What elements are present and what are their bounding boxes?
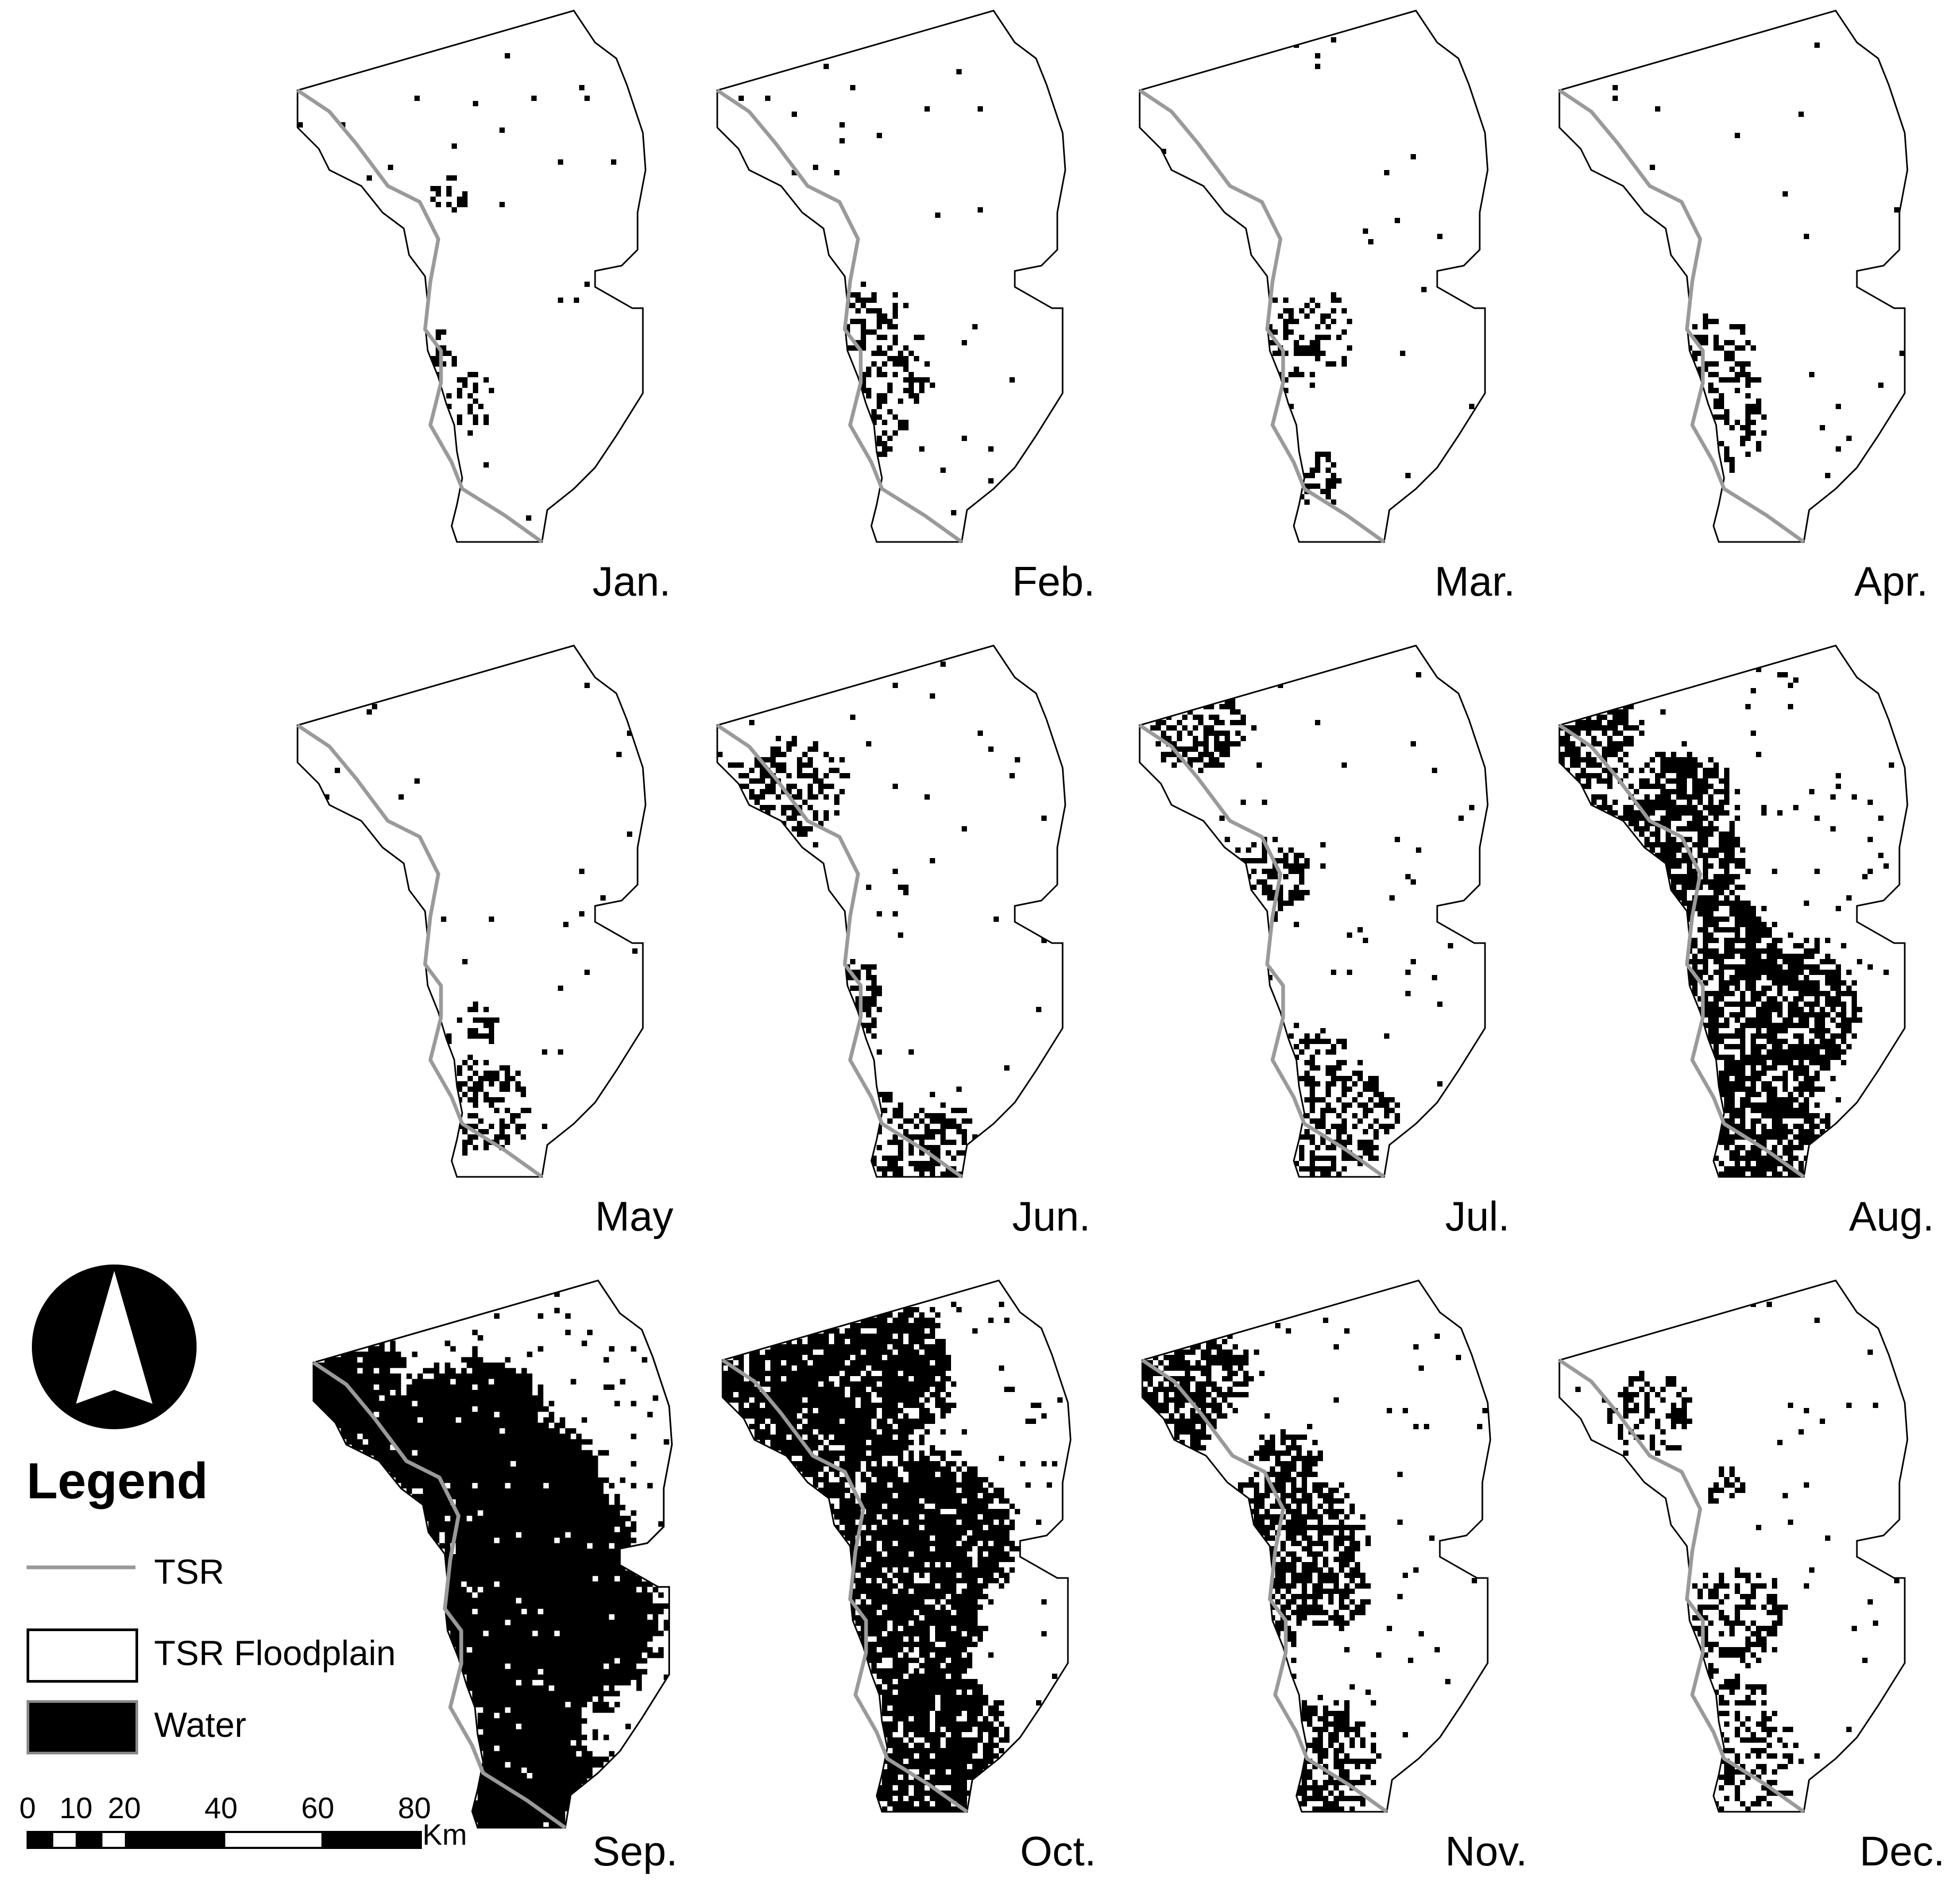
legend-label-water: Water (154, 1705, 247, 1744)
tsr-river-line (1558, 724, 1805, 1178)
water-cells (1142, 1318, 1488, 1812)
floodplain-outline (1558, 10, 1908, 543)
panel-label-mar: Mar. (1435, 558, 1515, 605)
water-cells (739, 64, 1015, 515)
legend-label-floodplain: TSR Floodplain (154, 1633, 396, 1673)
floodplain-outline (296, 644, 647, 1178)
water-cells (298, 53, 616, 521)
floodplain-area (717, 11, 1065, 542)
scale-bar-segment (100, 1831, 127, 1849)
floodplain-area (298, 11, 646, 542)
scale-tick-40: 40 (204, 1791, 238, 1825)
water-cells (717, 661, 1047, 1177)
tsr-river-line (1139, 724, 1386, 1178)
scale-bar-segment (75, 1831, 103, 1849)
floodplain-area (1559, 11, 1907, 542)
scale-tick-0: 0 (19, 1791, 36, 1825)
floodplain-outline (716, 10, 1066, 543)
scale-tick-80: 80 (397, 1791, 431, 1825)
tsr-river-line (1139, 89, 1386, 544)
tsr-river-line (716, 724, 963, 1178)
scale-bar-segment (223, 1831, 324, 1849)
panel-label-oct: Oct. (1020, 1828, 1097, 1874)
floodplain-outline (1558, 644, 1908, 1178)
scale-tick-60: 60 (301, 1791, 335, 1825)
map-panel (296, 644, 647, 1178)
panel-label-dec: Dec. (1860, 1828, 1945, 1874)
scale-bar-segment (27, 1831, 54, 1849)
panel-label-sep: Sep. (592, 1828, 678, 1874)
scale-bar-segment (321, 1831, 422, 1849)
north-arrow-icon (32, 1265, 197, 1429)
water-cells (1150, 672, 1474, 1177)
floodplain-outline (1558, 1279, 1908, 1813)
legend-title: Legend (27, 1453, 208, 1509)
map-panel (716, 644, 1066, 1178)
tsr-river-line (722, 1359, 969, 1813)
map-panel (1139, 644, 1489, 1178)
floodplain-outline (722, 1279, 1072, 1813)
map-panel (296, 10, 647, 544)
floodplain-outline (716, 644, 1066, 1178)
legend-swatch-water (27, 1700, 138, 1754)
map-panel (1558, 1279, 1908, 1813)
scale-bar-segment (125, 1831, 225, 1849)
tsr-river-line (1558, 89, 1805, 544)
scale-unit: Km (422, 1818, 467, 1851)
scale-tick-20: 20 (107, 1791, 141, 1825)
floodplain-area (298, 646, 646, 1177)
scale-tick-10: 10 (59, 1791, 93, 1825)
panel-label-apr: Apr. (1854, 558, 1928, 605)
panel-label-jan: Jan. (592, 558, 671, 605)
tsr-river-line (312, 1361, 566, 1829)
panel-label-jul: Jul. (1445, 1193, 1510, 1240)
floodplain-area (1140, 11, 1488, 542)
water-cells (313, 1291, 669, 1828)
map-panel (1141, 1279, 1491, 1813)
floodplain-outline (1141, 1279, 1491, 1813)
tsr-river-line (1558, 1359, 1805, 1813)
floodplain-area (1559, 1280, 1907, 1812)
scale-bar (27, 1831, 422, 1849)
floodplain-outline (1139, 644, 1489, 1178)
tsr-river-line (296, 89, 544, 544)
map-panel (1558, 644, 1908, 1178)
water-cells (723, 1302, 1063, 1812)
map-panel (1139, 10, 1489, 544)
tsr-river-line (296, 724, 544, 1178)
tsr-river-line (716, 89, 963, 544)
floodplain-outline (296, 10, 647, 543)
legend-swatch-tsr (27, 1565, 135, 1569)
water-cells (1575, 1302, 1899, 1812)
panel-label-nov: Nov. (1445, 1828, 1528, 1874)
scale-bar-segment (51, 1831, 78, 1849)
map-panel (1558, 10, 1908, 544)
floodplain-area (1140, 646, 1488, 1177)
panel-label-feb: Feb. (1012, 558, 1096, 605)
panel-label-may: May (595, 1193, 674, 1240)
map-panel (716, 10, 1066, 544)
map-panel (722, 1279, 1072, 1813)
legend-label-tsr: TSR (154, 1552, 224, 1591)
panel-label-aug: Aug. (1849, 1193, 1934, 1240)
tsr-river-line (1141, 1359, 1388, 1813)
legend-swatch-floodplain (27, 1628, 138, 1683)
floodplain-outline (1139, 10, 1489, 543)
map-panel (312, 1279, 673, 1829)
water-cells (1559, 667, 1894, 1177)
floodplain-outline (312, 1279, 673, 1829)
panel-label-jun: Jun. (1012, 1193, 1091, 1240)
